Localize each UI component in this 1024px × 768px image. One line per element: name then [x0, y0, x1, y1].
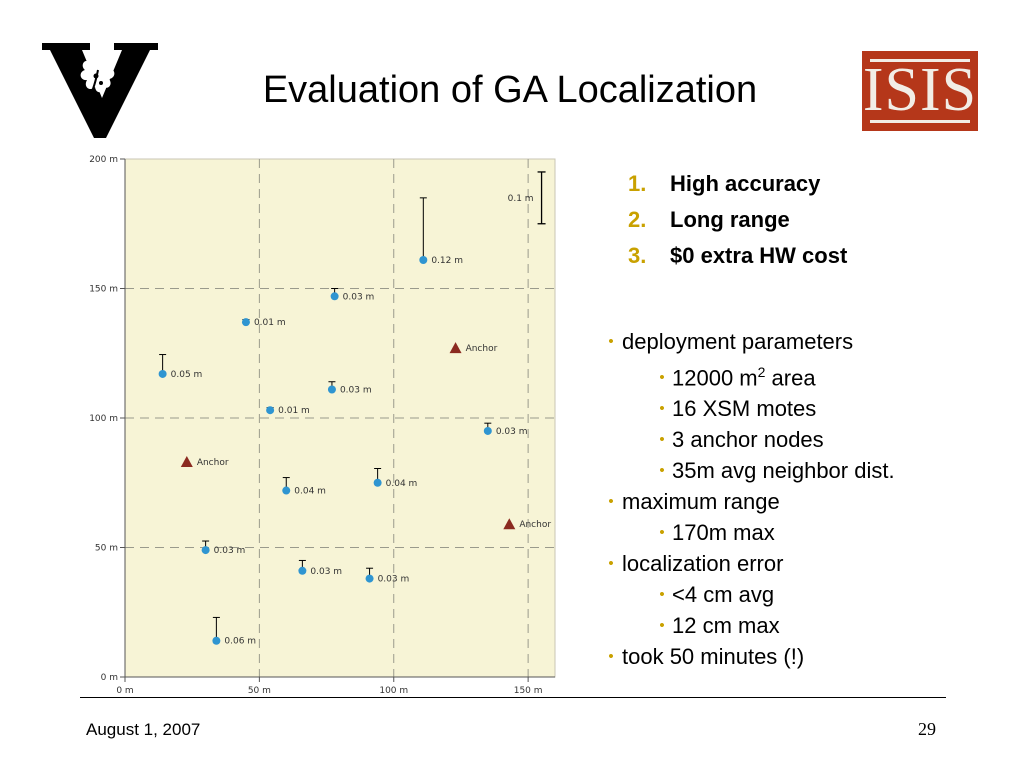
y-tick-label: 200 m	[89, 155, 118, 165]
bullet-text: localization error	[622, 551, 784, 577]
sub-bullet-item: • 16 XSM motes	[600, 393, 895, 424]
mote-point	[212, 636, 221, 645]
mote-error-label: 0.03 m	[496, 427, 528, 437]
footer-date: August 1, 2007	[86, 720, 201, 739]
mote-point	[483, 426, 492, 435]
mote-point	[201, 546, 210, 555]
x-tick-label: 100 m	[379, 686, 408, 696]
bullet-icon: •	[659, 431, 665, 449]
bullet-item: • deployment parameters	[600, 326, 895, 357]
details-bullet-list: • deployment parameters • 12000 m2 area • 16 …	[600, 326, 895, 672]
mote-error-label: 0.03 m	[340, 386, 372, 396]
mote-point	[158, 369, 167, 378]
item-text: $0 extra HW cost	[670, 243, 848, 268]
vanderbilt-logo	[42, 43, 158, 138]
mote-point	[298, 566, 307, 575]
mote-error-label: 0.01 m	[254, 318, 286, 328]
anchor-label: Anchor	[197, 458, 229, 468]
bullet-text: maximum range	[622, 489, 780, 515]
anchor-label: Anchor	[519, 520, 551, 530]
bullet-text: 170m max	[672, 520, 775, 546]
bullet-icon: •	[608, 648, 614, 666]
isis-logo-text: ISIS	[862, 56, 978, 124]
mote-error-label: 0.06 m	[224, 637, 256, 647]
isis-logo: ISIS	[862, 51, 978, 131]
mote-point	[282, 486, 291, 495]
bullet-text: 12000 m	[672, 365, 758, 391]
bullet-icon: •	[659, 586, 665, 604]
bullet-text: took 50 minutes (!)	[622, 644, 805, 670]
page-number: 29	[918, 719, 936, 739]
item-text: Long range	[670, 207, 790, 232]
y-tick-label: 0 m	[101, 673, 118, 683]
y-tick-label: 150 m	[89, 285, 118, 295]
superscript: 2	[757, 364, 766, 380]
slide-title: Evaluation of GA Localization	[262, 69, 758, 111]
mote-point	[373, 478, 382, 487]
bullet-icon: •	[659, 400, 665, 418]
mote-error-label: 0.04 m	[294, 487, 326, 497]
mote-error-label: 0.03 m	[343, 292, 375, 302]
item-number: 3.	[628, 243, 647, 268]
bullet-suffix: area	[765, 365, 816, 391]
x-tick-label: 0 m	[116, 686, 133, 696]
bullet-text: 16 XSM motes	[672, 396, 817, 422]
sub-bullet-item: • 170m max	[600, 517, 895, 548]
localization-scatter-plot: 0 m 50 m 100 m 150 m 200 m 0 m 50 m 100 m 150 m 0…	[89, 155, 556, 696]
sub-bullet-item: • 3 anchor nodes	[600, 424, 895, 455]
y-tick-label: 100 m	[89, 414, 118, 424]
anchor-marker	[180, 456, 193, 468]
mote-error-label: 0.03 m	[214, 546, 246, 556]
mote-point	[266, 406, 275, 415]
bullet-icon: •	[659, 462, 665, 480]
bullet-text: deployment parameters	[622, 329, 854, 354]
anchor-label: Anchor	[466, 344, 498, 354]
bullet-icon: •	[608, 333, 614, 350]
x-tick-label: 50 m	[248, 686, 271, 696]
sub-bullet-item: • <4 cm avg	[600, 579, 895, 610]
mote-error-label: 0.12 m	[431, 256, 463, 266]
bullet-text: 35m avg neighbor dist.	[672, 458, 895, 484]
mote-error-label: 0.03 m	[310, 567, 342, 577]
bullet-item: • took 50 minutes (!)	[600, 641, 895, 672]
anchor-marker	[503, 518, 516, 530]
item-number: 2.	[628, 207, 647, 232]
bullet-item: • localization error	[600, 548, 895, 579]
bullet-icon: •	[608, 493, 614, 511]
mote-error-label: 0.04 m	[386, 479, 418, 489]
mote-point	[327, 385, 336, 394]
bullet-icon: •	[659, 369, 665, 387]
mote-point	[330, 292, 339, 301]
bullet-icon: •	[608, 555, 614, 573]
mote-error-label: 0.05 m	[171, 370, 203, 380]
bullet-text: 3 anchor nodes	[672, 427, 824, 453]
sub-bullet-item: • 12000 m2 area	[600, 357, 895, 393]
key-result-item: 2. Long range	[628, 202, 847, 238]
bullet-icon: •	[659, 617, 665, 635]
mote-error-label: 0.01 m	[278, 406, 310, 416]
anchor-marker	[449, 342, 462, 354]
bullet-item: • maximum range	[600, 486, 895, 517]
bullet-text: 12 cm max	[672, 613, 780, 639]
key-results-list: 1. High accuracy 2. Long range 3. $0 extra HW…	[628, 166, 847, 274]
mote-point	[419, 256, 428, 265]
scale-bar-label: 0.1 m	[508, 194, 534, 204]
item-number: 1.	[628, 171, 647, 196]
bullet-icon: •	[659, 524, 665, 542]
y-tick-label: 50 m	[95, 544, 118, 554]
sub-bullet-item: • 35m avg neighbor dist.	[600, 455, 895, 486]
item-text: High accuracy	[670, 171, 821, 196]
key-result-item: 3. $0 extra HW cost	[628, 238, 847, 274]
key-result-item: 1. High accuracy	[628, 166, 847, 202]
bullet-text: <4 cm avg	[672, 582, 775, 608]
mote-point	[241, 318, 250, 327]
mote-error-label: 0.03 m	[378, 575, 410, 585]
x-tick-label: 150 m	[514, 686, 543, 696]
mote-point	[365, 574, 374, 583]
sub-bullet-item: • 12 cm max	[600, 610, 895, 641]
footer-divider	[80, 697, 946, 698]
